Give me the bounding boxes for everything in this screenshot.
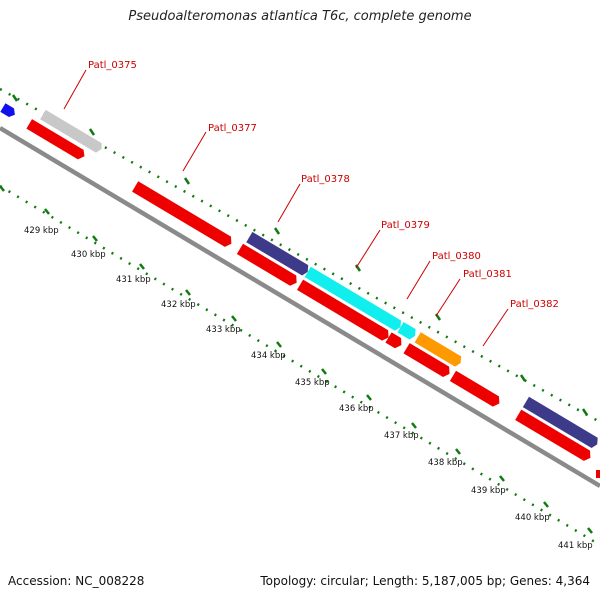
gene-arrow-orange [414,332,462,367]
axis-label: 434 kbp [251,351,286,361]
inner-ruler-dots [0,184,600,547]
gene-arrow-cds [26,119,85,160]
gene-label-leader [63,69,87,110]
gene-arrow-cds [236,243,297,286]
gene-label: Patl_0379 [381,220,430,231]
gene-arrow-purple [246,231,309,276]
genome-summary-text: Topology: circular; Length: 5,187,005 bp… [260,574,590,588]
gene-label-leader [355,229,381,269]
axis-label: 435 kbp [295,378,330,388]
gene-label: Patl_0381 [463,269,512,280]
gene-label-leader [482,308,509,347]
gene-arrow-gray [40,109,102,153]
gene-label-leader [406,260,431,300]
gene-arrow-cyan [304,266,402,331]
outer-ruler-ticks [11,94,589,416]
axis-label: 431 kbp [116,275,151,285]
accession-text: Accession: NC_008228 [8,574,145,588]
axis-label: 439 kbp [471,486,506,496]
axis-label: 433 kbp [206,325,241,335]
gene-arrow-cds [385,332,402,349]
gene-arrow-cds [515,409,591,461]
gene-arrow-cyan [397,322,416,340]
gene-arrow-blue [0,103,15,117]
axis-label: 441 kbp [558,541,593,551]
gene-label: Patl_0375 [88,60,137,71]
axis-label: 430 kbp [71,250,106,260]
map-title: Pseudoalteromonas atlantica T6c, complet… [128,9,472,24]
gene-label: Patl_0378 [301,174,350,185]
axis-label: 436 kbp [339,404,374,414]
gene-label-leader [277,183,301,223]
gene-label-leader [182,131,207,172]
gene-arrow-cds [449,370,500,407]
inner-ruler-ticks [0,185,593,534]
axis-label: 440 kbp [515,513,550,523]
gene-label-leader [435,278,461,317]
gene-label: Patl_0382 [510,299,559,310]
axis-label: 429 kbp [24,226,59,236]
axis-label: 438 kbp [428,458,463,468]
gene-arrow-purple [522,396,598,449]
gene-arrow-cds [596,470,600,478]
gene-arrow-cds [132,181,232,247]
gene-label: Patl_0377 [208,123,257,134]
axis-label: 437 kbp [384,431,419,441]
gene-label: Patl_0380 [432,251,481,262]
outer-ruler-dots [0,87,600,424]
gene-arrow-cds [296,279,389,341]
genome-backbone [0,126,600,488]
axis-label: 432 kbp [161,300,196,310]
gene-arrow-cds [403,343,450,377]
